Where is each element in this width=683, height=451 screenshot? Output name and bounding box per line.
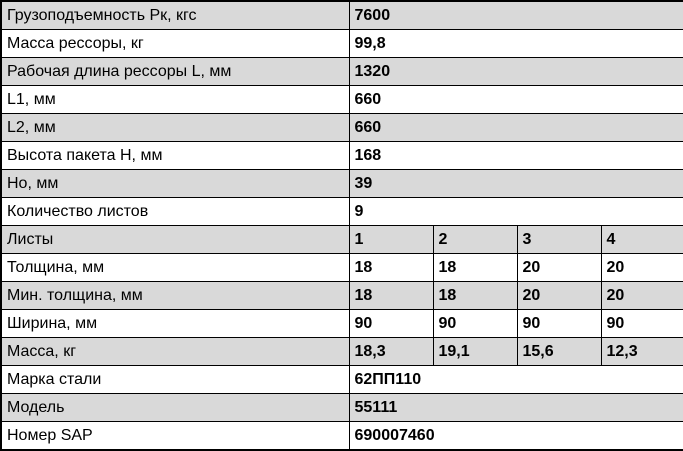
row-label: Мин. толщина, мм xyxy=(0,281,350,310)
table-row: Номер SAP 690007460 xyxy=(0,421,683,451)
width-cell: 90 xyxy=(600,309,683,338)
min-thickness-cell: 18 xyxy=(348,281,434,310)
table-row: L2, мм 660 xyxy=(0,113,683,142)
row-value: 1320 xyxy=(348,57,683,86)
table-row: Количество листов 9 xyxy=(0,197,683,226)
table-row: L1, мм 660 xyxy=(0,85,683,114)
width-cell: 90 xyxy=(516,309,602,338)
thickness-cell: 20 xyxy=(600,253,683,282)
row-label: Масса рессоры, кг xyxy=(0,29,350,58)
row-label: Модель xyxy=(0,393,350,422)
table-row: Масса, кг 18,3 19,1 15,6 12,3 xyxy=(0,337,683,366)
row-label: Толщина, мм xyxy=(0,253,350,282)
min-thickness-cell: 20 xyxy=(600,281,683,310)
row-label: Рабочая длина рессоры L, мм xyxy=(0,57,350,86)
table-row: Ширина, мм 90 90 90 90 xyxy=(0,309,683,338)
width-cell: 90 xyxy=(348,309,434,338)
row-value: 7600 xyxy=(348,0,683,30)
row-value: 55111 xyxy=(348,393,683,422)
min-thickness-cell: 20 xyxy=(516,281,602,310)
row-value: 99,8 xyxy=(348,29,683,58)
row-value: 168 xyxy=(348,141,683,170)
mass-cell: 15,6 xyxy=(516,337,602,366)
table-row: Листы 1 2 3 4 xyxy=(0,225,683,254)
table-row: Модель 55111 xyxy=(0,393,683,422)
leaf-number-cell: 1 xyxy=(348,225,434,254)
mass-cell: 18,3 xyxy=(348,337,434,366)
row-label: L1, мм xyxy=(0,85,350,114)
table-row: Грузоподъемность Рк, кгс 7600 xyxy=(0,0,683,30)
row-label: Листы xyxy=(0,225,350,254)
row-label: Грузоподъемность Рк, кгс xyxy=(0,0,350,30)
row-label: Ширина, мм xyxy=(0,309,350,338)
row-label: Марка стали xyxy=(0,365,350,394)
mass-cell: 19,1 xyxy=(432,337,518,366)
row-value: 39 xyxy=(348,169,683,198)
table-row: Марка стали 62ПП110 xyxy=(0,365,683,394)
row-label: Масса, кг xyxy=(0,337,350,366)
width-cell: 90 xyxy=(432,309,518,338)
row-label: L2, мм xyxy=(0,113,350,142)
thickness-cell: 18 xyxy=(348,253,434,282)
leaf-number-cell: 4 xyxy=(600,225,683,254)
row-value: 690007460 xyxy=(348,421,683,451)
thickness-cell: 18 xyxy=(432,253,518,282)
leaf-number-cell: 3 xyxy=(516,225,602,254)
table-row: Масса рессоры, кг 99,8 xyxy=(0,29,683,58)
row-value: 62ПП110 xyxy=(348,365,683,394)
thickness-cell: 20 xyxy=(516,253,602,282)
row-label: Но, мм xyxy=(0,169,350,198)
table-row: Рабочая длина рессоры L, мм 1320 xyxy=(0,57,683,86)
leaf-number-cell: 2 xyxy=(432,225,518,254)
table-row: Мин. толщина, мм 18 18 20 20 xyxy=(0,281,683,310)
row-value: 660 xyxy=(348,85,683,114)
row-label: Количество листов xyxy=(0,197,350,226)
row-value: 9 xyxy=(348,197,683,226)
table-row: Но, мм 39 xyxy=(0,169,683,198)
table-row: Высота пакета Н, мм 168 xyxy=(0,141,683,170)
table-row: Толщина, мм 18 18 20 20 xyxy=(0,253,683,282)
mass-cell: 12,3 xyxy=(600,337,683,366)
row-label: Высота пакета Н, мм xyxy=(0,141,350,170)
min-thickness-cell: 18 xyxy=(432,281,518,310)
row-label: Номер SAP xyxy=(0,421,350,451)
row-value: 660 xyxy=(348,113,683,142)
